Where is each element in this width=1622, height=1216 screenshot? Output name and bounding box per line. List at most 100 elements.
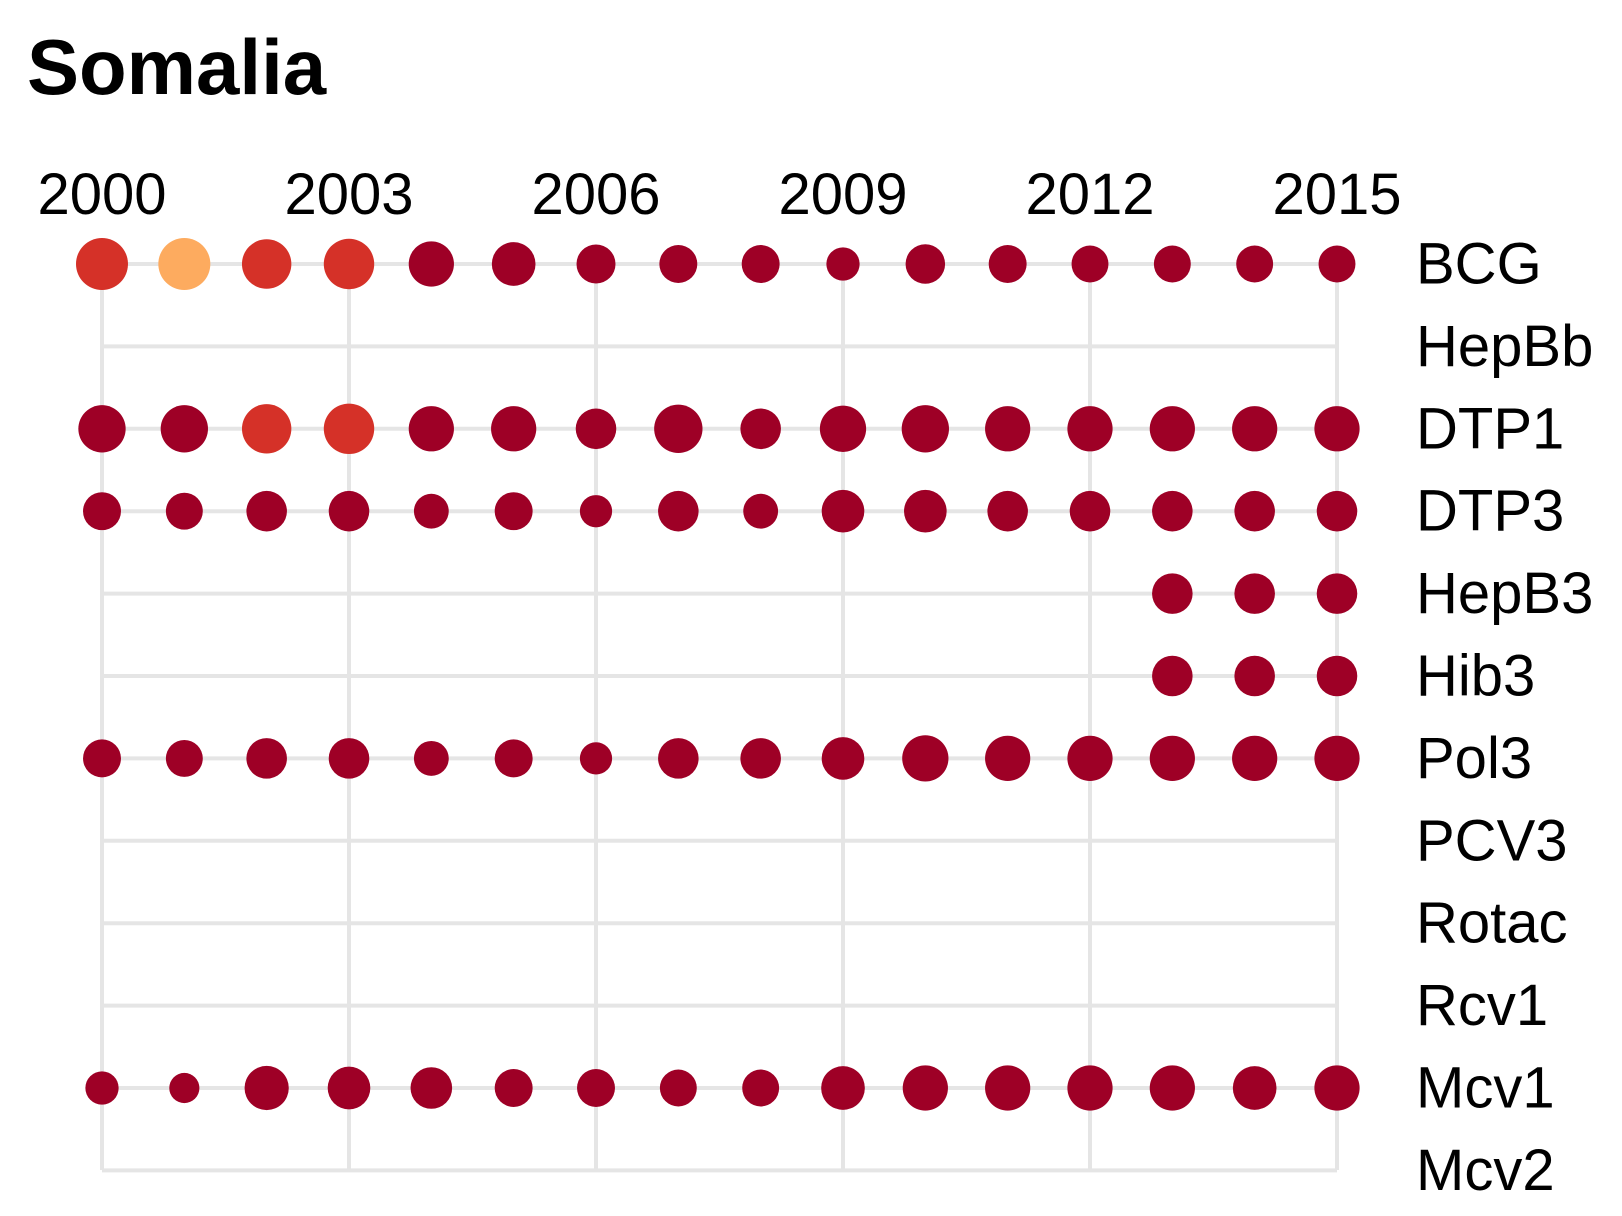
point-bcg-2015 bbox=[1318, 245, 1356, 283]
y-tick-label-hepbb: HepBb bbox=[1416, 314, 1593, 379]
point-bcg-2005 bbox=[491, 242, 536, 286]
point-dtp3-2003 bbox=[328, 490, 370, 532]
point-pol3-2010 bbox=[902, 735, 949, 782]
point-hib3-2015 bbox=[1316, 655, 1358, 697]
point-bcg-2010 bbox=[905, 244, 946, 284]
y-tick-label-dtp3: DTP3 bbox=[1416, 479, 1564, 544]
point-mcv1-2013 bbox=[1149, 1065, 1195, 1111]
point-dtp1-2007 bbox=[654, 404, 703, 453]
point-dtp1-2004 bbox=[408, 406, 454, 452]
y-tick-label-hib3: Hib3 bbox=[1416, 644, 1535, 709]
y-tick-label-pcv3: PCV3 bbox=[1416, 808, 1568, 873]
point-hepb3-2014 bbox=[1234, 573, 1275, 614]
point-dtp3-2010 bbox=[904, 489, 947, 533]
point-hepb3-2015 bbox=[1316, 573, 1358, 614]
point-hib3-2013 bbox=[1152, 655, 1193, 697]
point-mcv1-2005 bbox=[494, 1069, 533, 1107]
point-dtp3-2009 bbox=[821, 489, 865, 533]
point-dtp1-2013 bbox=[1149, 406, 1195, 452]
point-pol3-2015 bbox=[1314, 735, 1360, 782]
point-dtp1-2003 bbox=[323, 403, 375, 455]
point-dtp3-2007 bbox=[658, 490, 699, 532]
x-tick-label-2009: 2009 bbox=[778, 162, 907, 227]
point-dtp1-2011 bbox=[985, 406, 1031, 452]
x-tick-label-2000: 2000 bbox=[37, 162, 166, 227]
point-dtp1-2014 bbox=[1232, 406, 1278, 452]
y-tick-label-hepb3: HepB3 bbox=[1416, 561, 1593, 626]
point-dtp1-2000 bbox=[78, 405, 126, 453]
point-mcv1-2000 bbox=[85, 1071, 119, 1105]
point-bcg-2011 bbox=[988, 245, 1027, 283]
point-bcg-2009 bbox=[826, 247, 860, 281]
point-pol3-2001 bbox=[165, 739, 203, 777]
point-bcg-2012 bbox=[1071, 245, 1109, 283]
point-bcg-2006 bbox=[576, 244, 616, 284]
point-dtp3-2011 bbox=[987, 490, 1028, 532]
point-mcv1-2002 bbox=[244, 1065, 289, 1111]
point-hib3-2014 bbox=[1234, 655, 1275, 697]
point-mcv1-2015 bbox=[1314, 1065, 1360, 1111]
y-tick-label-rotac: Rotac bbox=[1416, 891, 1568, 956]
point-mcv1-2012 bbox=[1067, 1065, 1113, 1111]
point-mcv1-2001 bbox=[169, 1072, 200, 1104]
point-pol3-2006 bbox=[579, 742, 613, 775]
point-bcg-2001 bbox=[158, 238, 211, 290]
point-dtp1-2015 bbox=[1314, 406, 1360, 452]
point-bcg-2008 bbox=[741, 245, 780, 283]
point-dtp3-2014 bbox=[1234, 490, 1275, 532]
point-dtp3-2013 bbox=[1152, 490, 1193, 532]
x-tick-label-2003: 2003 bbox=[284, 162, 413, 227]
point-pol3-2005 bbox=[494, 739, 533, 778]
point-pol3-2000 bbox=[83, 739, 121, 778]
point-dtp3-2002 bbox=[246, 490, 287, 532]
point-pol3-2012 bbox=[1067, 735, 1113, 782]
point-dtp3-2008 bbox=[743, 493, 779, 529]
point-dtp3-2004 bbox=[413, 493, 449, 529]
point-pol3-2011 bbox=[985, 735, 1031, 782]
point-mcv1-2011 bbox=[985, 1065, 1031, 1111]
point-pol3-2003 bbox=[328, 738, 370, 779]
point-mcv1-2003 bbox=[327, 1066, 371, 1110]
point-pol3-2007 bbox=[658, 738, 699, 779]
point-bcg-2013 bbox=[1153, 245, 1191, 283]
y-tick-label-rcv1: Rcv1 bbox=[1416, 973, 1548, 1038]
x-tick-label-2006: 2006 bbox=[531, 162, 660, 227]
point-mcv1-2009 bbox=[821, 1066, 865, 1110]
point-pol3-2013 bbox=[1149, 735, 1195, 782]
point-bcg-2003 bbox=[323, 238, 375, 290]
point-mcv1-2008 bbox=[742, 1069, 780, 1107]
point-dtp3-2000 bbox=[83, 492, 121, 531]
point-bcg-2000 bbox=[76, 238, 128, 290]
point-dtp1-2006 bbox=[575, 408, 617, 450]
point-pol3-2004 bbox=[413, 740, 449, 776]
point-dtp3-2012 bbox=[1069, 490, 1111, 532]
point-bcg-2002 bbox=[241, 239, 292, 289]
point-bcg-2007 bbox=[659, 245, 698, 283]
y-axis-tick-labels: BCG HepBb DTP1 DTP3 HepB3 Hib3 Pol3 PCV3 Rotac Rc… bbox=[1416, 232, 1593, 1203]
y-tick-label-mcv1: Mcv1 bbox=[1416, 1056, 1555, 1121]
point-dtp1-2005 bbox=[491, 406, 537, 452]
point-dtp3-2001 bbox=[165, 492, 203, 530]
point-mcv1-2014 bbox=[1232, 1066, 1277, 1110]
y-tick-label-dtp1: DTP1 bbox=[1416, 396, 1564, 461]
point-dtp1-2008 bbox=[740, 408, 781, 450]
point-mcv1-2006 bbox=[577, 1069, 615, 1107]
point-pol3-2008 bbox=[740, 738, 781, 779]
x-tick-label-2012: 2012 bbox=[1025, 162, 1154, 227]
y-tick-label-mcv2: Mcv2 bbox=[1416, 1138, 1555, 1203]
point-pol3-2009 bbox=[821, 737, 865, 780]
point-pol3-2014 bbox=[1232, 735, 1278, 782]
point-dtp1-2009 bbox=[819, 405, 867, 452]
point-bcg-2014 bbox=[1236, 245, 1274, 283]
point-mcv1-2010 bbox=[902, 1065, 948, 1111]
point-bcg-2004 bbox=[408, 241, 454, 287]
point-dtp3-2005 bbox=[494, 492, 533, 531]
chart-title: Somalia bbox=[27, 23, 327, 111]
x-tick-label-2015: 2015 bbox=[1272, 162, 1401, 227]
point-dtp1-2002 bbox=[241, 404, 292, 454]
point-dtp3-2006 bbox=[579, 495, 613, 528]
y-tick-label-pol3: Pol3 bbox=[1416, 726, 1532, 791]
point-hepb3-2013 bbox=[1152, 573, 1193, 614]
x-axis-tick-labels: 2000 2003 2006 2009 2012 2015 bbox=[37, 162, 1401, 227]
